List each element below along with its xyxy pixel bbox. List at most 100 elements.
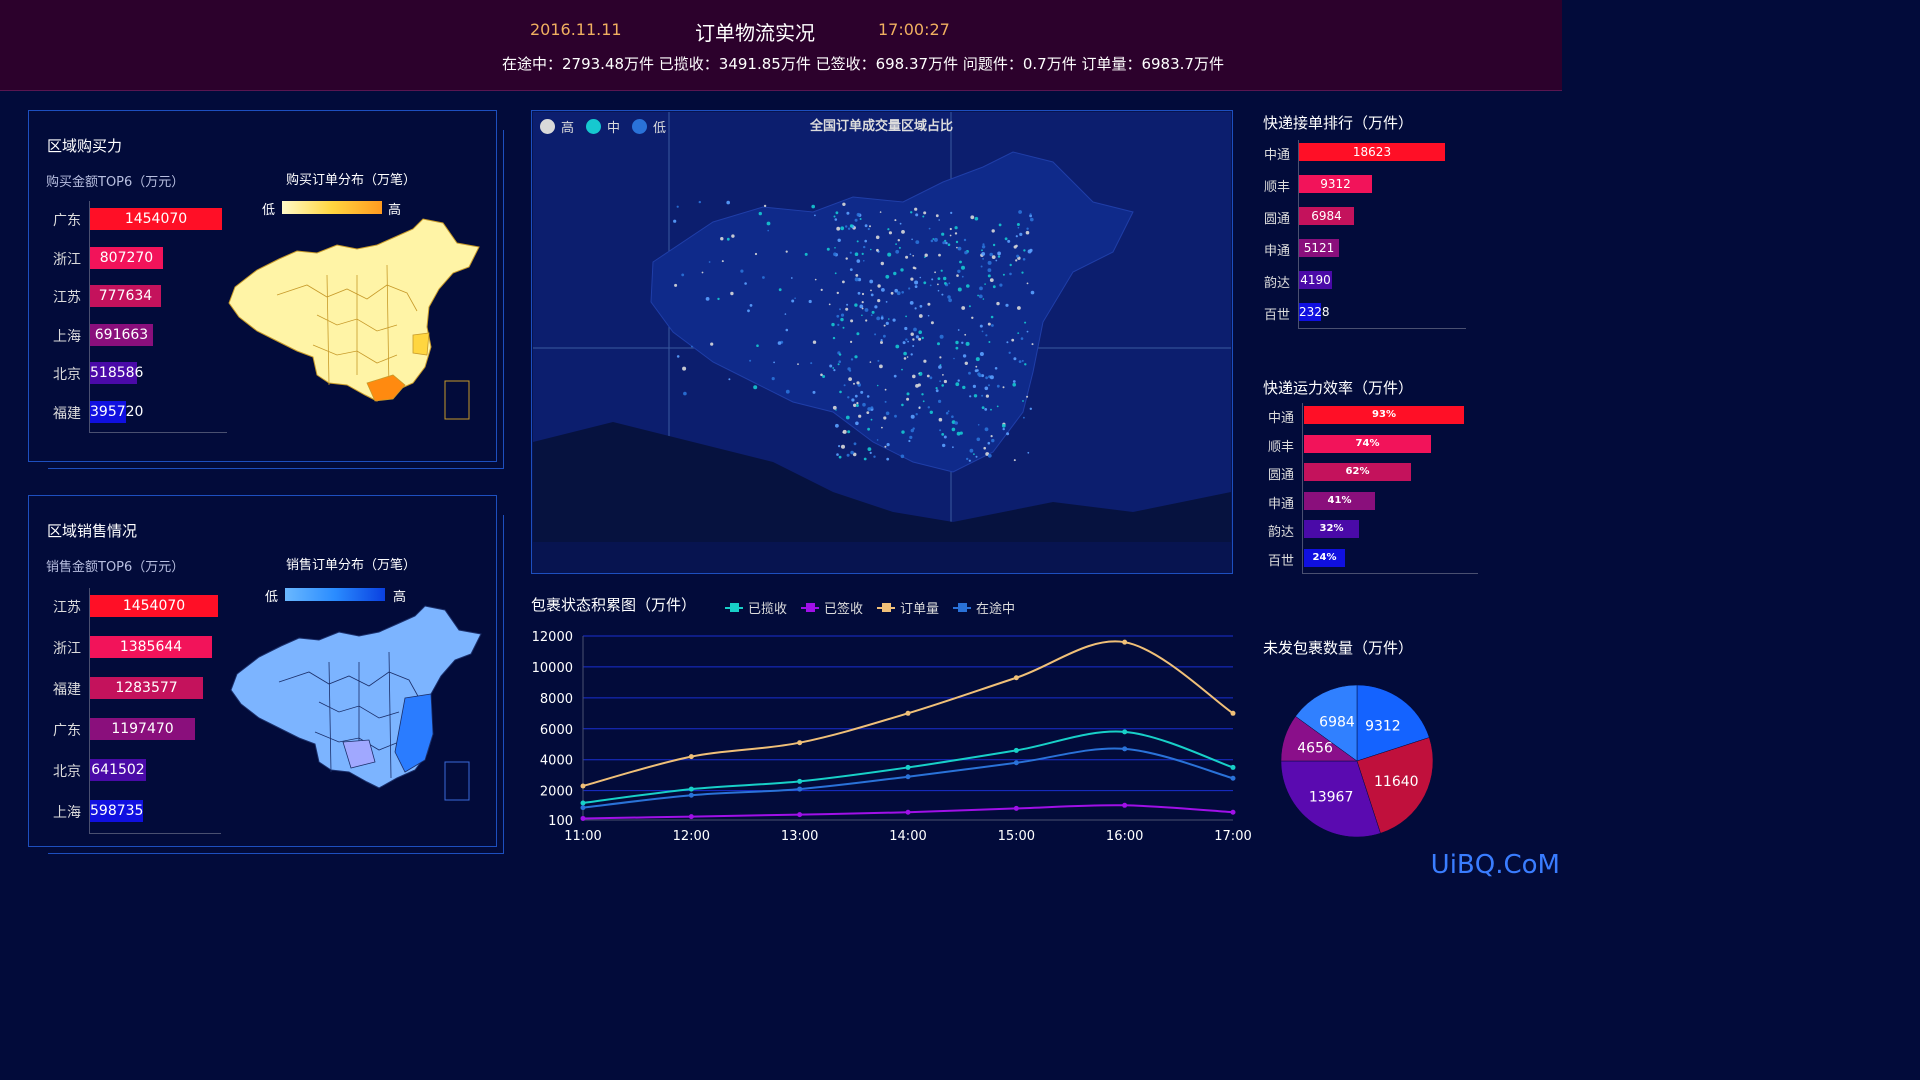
map-dot	[778, 288, 782, 292]
map-dot	[901, 430, 905, 434]
map-legend-high[interactable]: 高	[540, 117, 574, 136]
map-dot	[797, 363, 799, 365]
region-bar[interactable]: 395720	[90, 400, 143, 423]
map-dot	[910, 428, 914, 433]
map-dot	[979, 352, 984, 356]
map-dot	[906, 356, 909, 358]
map-dot	[941, 384, 944, 387]
map-dot	[674, 283, 678, 287]
region-bar[interactable]: 1283577	[90, 677, 203, 699]
map-dot	[955, 340, 959, 345]
map-dot	[974, 216, 979, 221]
map-dot	[871, 310, 875, 314]
sales-subtitle: 销售金额TOP6（万元）	[46, 560, 185, 575]
map-dot	[886, 457, 890, 461]
map-dot	[870, 289, 872, 292]
efficiency-bar[interactable]: 93%	[1304, 406, 1464, 424]
map-dot	[726, 237, 730, 241]
map-dot	[942, 241, 946, 245]
region-bar[interactable]: 641502	[90, 759, 146, 781]
map-dot	[812, 390, 816, 394]
region-bar[interactable]: 518586	[90, 362, 143, 384]
map-dot	[861, 292, 865, 296]
map-dot	[859, 218, 862, 220]
region-bar[interactable]: 1385644	[90, 636, 212, 658]
map-dot	[869, 451, 872, 454]
region-bar[interactable]: 598735	[90, 800, 143, 822]
line-legend-item[interactable]: 在途中	[953, 598, 1015, 617]
rank-label: 申通	[1264, 244, 1291, 259]
efficiency-bar[interactable]: 24%	[1304, 549, 1345, 567]
map-dot	[856, 381, 860, 385]
line-point	[1122, 639, 1128, 645]
map-dot	[856, 212, 861, 217]
map-dot	[939, 356, 942, 359]
map-legend-low-label: 低	[653, 121, 667, 136]
map-dot	[954, 421, 958, 425]
map-dot	[832, 336, 836, 340]
map-dot	[785, 328, 789, 332]
line-legend-item[interactable]: 已签收	[801, 598, 863, 617]
map-dot	[885, 321, 889, 325]
pie-slice-label: 6984	[1319, 715, 1355, 731]
efficiency-bar[interactable]: 32%	[1304, 520, 1359, 539]
map-dot	[870, 314, 873, 317]
rank-bar[interactable]: 5121	[1299, 239, 1339, 257]
map-dot	[981, 374, 985, 378]
map-legend-low[interactable]: 低	[632, 117, 666, 136]
rank-bar[interactable]: 6984	[1299, 207, 1354, 225]
region-bar[interactable]: 1454070	[90, 208, 222, 230]
map-legend-mid[interactable]: 中	[586, 117, 620, 136]
region-bar-label: 北京	[53, 367, 81, 383]
sales-legend-high: 高	[393, 590, 407, 605]
sales-map-inner	[278, 651, 420, 779]
efficiency-bar[interactable]: 62%	[1304, 463, 1411, 482]
map-dot	[945, 241, 948, 245]
map-dot	[888, 318, 890, 320]
region-bar[interactable]: 1197470	[90, 718, 195, 740]
rank-bar[interactable]: 4190	[1299, 271, 1332, 289]
map-dot	[762, 276, 765, 279]
map-dot	[987, 268, 992, 273]
map-dot	[987, 453, 992, 458]
map-dot	[846, 211, 850, 215]
line-legend-item[interactable]: 订单量	[877, 598, 939, 617]
map-dot	[1026, 227, 1029, 230]
map-dot	[937, 283, 939, 286]
region-bar[interactable]: 807270	[90, 246, 163, 269]
map-dot	[879, 364, 883, 369]
map-dot	[852, 452, 857, 457]
map-dot	[915, 240, 920, 245]
map-dot	[837, 323, 840, 326]
map-dot	[847, 430, 851, 434]
line-chart-title: 包裹状态积累图（万件）	[531, 596, 697, 614]
efficiency-bar[interactable]: 74%	[1304, 434, 1431, 453]
map-dot	[943, 276, 947, 281]
region-bar[interactable]: 691663	[90, 323, 153, 346]
line-legend-item[interactable]: 已揽收	[725, 598, 787, 617]
map-dot	[981, 249, 983, 252]
map-dot	[981, 394, 984, 397]
region-bar-label: 福建	[53, 405, 81, 422]
map-dot	[855, 274, 859, 277]
map-dot	[957, 287, 962, 292]
efficiency-bar[interactable]: 41%	[1304, 491, 1375, 510]
rank-bar[interactable]: 18623	[1299, 143, 1445, 161]
map-dot	[923, 281, 927, 285]
map-dot	[902, 341, 906, 345]
map-dot	[1021, 271, 1024, 274]
rank-bar[interactable]: 2328	[1299, 303, 1330, 321]
purchase-subtitle: 购买金额TOP6（万元）	[46, 175, 185, 190]
rank-bar[interactable]: 9312	[1299, 175, 1372, 193]
region-bar[interactable]: 777634	[90, 285, 161, 307]
map-legend-high-dot	[540, 119, 555, 134]
map-dot	[884, 400, 887, 403]
sales-map-title: 销售订单分布（万笔）	[286, 558, 417, 573]
region-bar[interactable]: 1454070	[90, 595, 218, 617]
map-dot	[731, 234, 735, 238]
map-dot	[811, 204, 815, 209]
purchase-map	[228, 218, 480, 420]
line-point	[1230, 764, 1236, 770]
map-dot	[835, 211, 839, 215]
map-dot	[913, 327, 917, 332]
